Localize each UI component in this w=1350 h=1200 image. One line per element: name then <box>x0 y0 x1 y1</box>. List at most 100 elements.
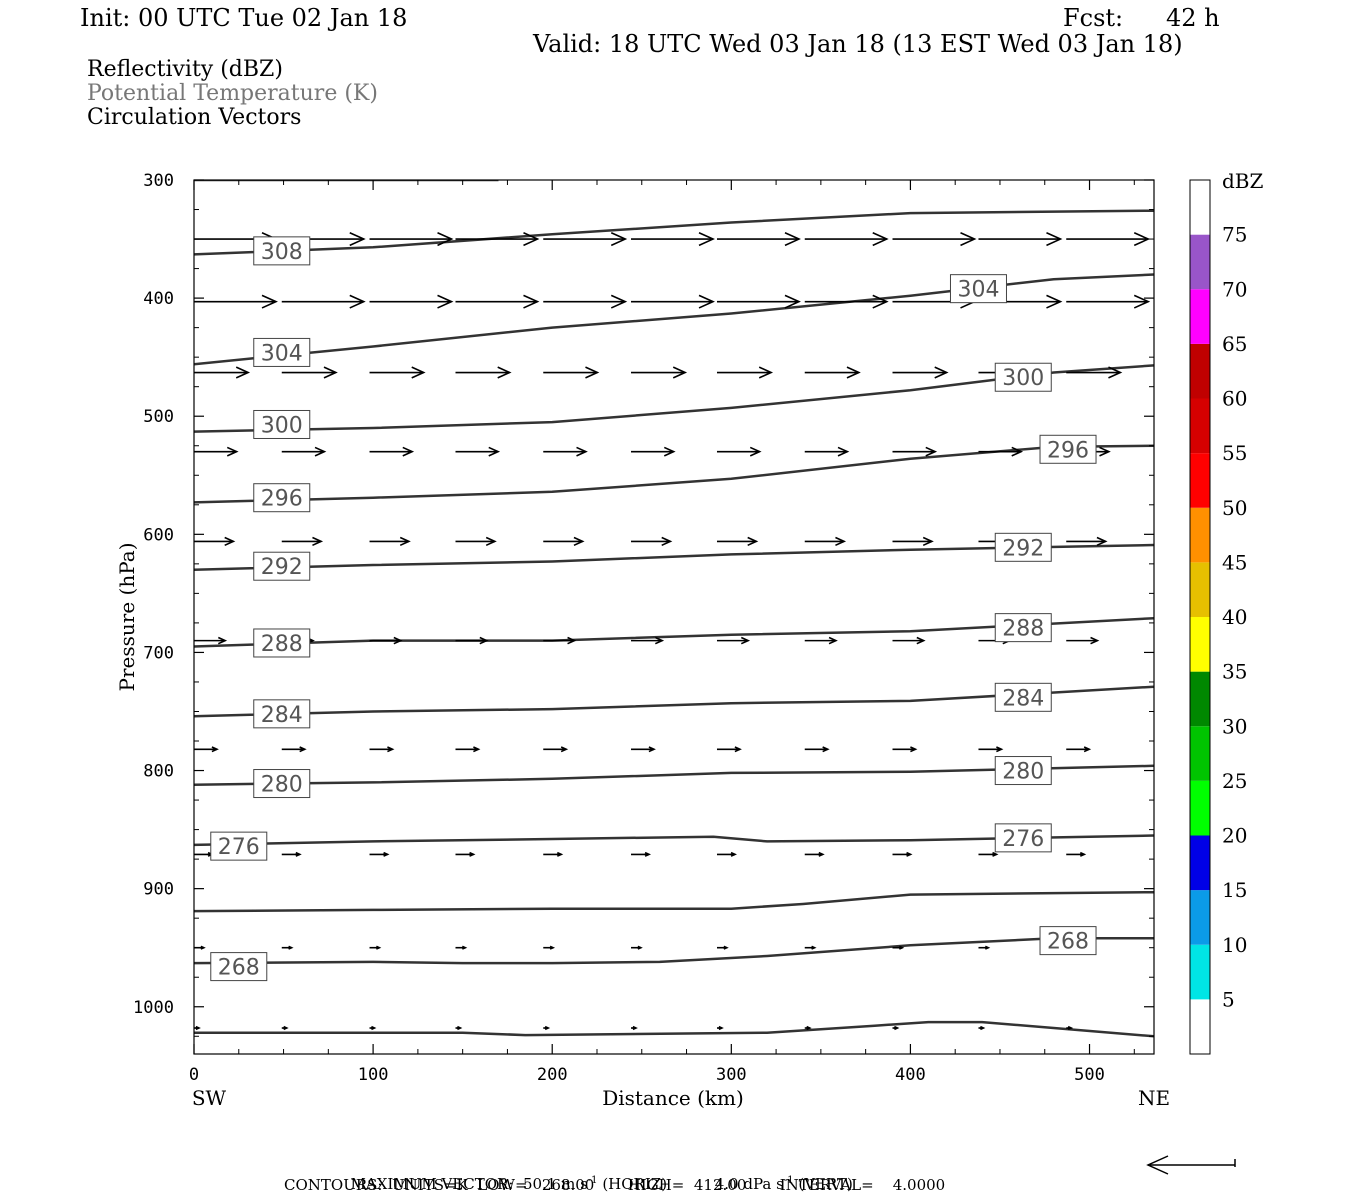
circulation-vector <box>1066 746 1092 753</box>
colorbar-segment <box>1190 999 1210 1054</box>
circulation-vector <box>194 1025 201 1031</box>
colorbar-level-label: 15 <box>1222 878 1247 902</box>
x-tick-label: 200 <box>537 1065 568 1085</box>
circulation-vector <box>804 366 861 379</box>
y-tick-label: 400 <box>143 289 174 309</box>
vector-head <box>654 636 665 645</box>
circulation-vector <box>455 636 489 645</box>
circulation-vector <box>804 851 825 857</box>
vector-head <box>437 294 454 309</box>
contour-label-text: 304 <box>261 341 303 366</box>
circulation-vector <box>281 294 366 309</box>
colorbar-level-label: 30 <box>1222 714 1247 738</box>
vector-head <box>916 636 926 645</box>
circulation-vector <box>369 536 411 547</box>
colorbar-level-label: 35 <box>1222 660 1247 684</box>
max-vector-line: MAXIMUM VECTOR: 50.1 m s-1 (HORIZ) 4.0 d… <box>341 1157 853 1193</box>
vector-head <box>371 1025 377 1031</box>
circulation-vector <box>716 746 742 753</box>
vector-head <box>226 446 239 457</box>
vector-head <box>411 366 426 379</box>
circulation-vector <box>369 1025 377 1031</box>
contour-label-box <box>994 532 1052 562</box>
contour-label: 304 <box>949 274 1007 304</box>
vector-head <box>734 746 742 753</box>
circulation-vector <box>543 294 628 309</box>
vector-head <box>585 366 600 379</box>
valid-time: Valid: 18 UTC Wed 03 Jan 18 (13 EST Wed … <box>533 30 1183 58</box>
contour-line <box>194 273 1154 366</box>
contour-label: 268 <box>1039 926 1097 956</box>
contour-line <box>194 834 1154 847</box>
contour-line <box>194 364 1154 433</box>
circulation-vector <box>804 536 847 547</box>
contour-label-box <box>1039 926 1097 956</box>
circulation-vector <box>716 366 774 379</box>
vector-head <box>462 945 468 950</box>
y-tick-label: 600 <box>143 525 174 545</box>
vector-head <box>576 446 588 457</box>
circulation-vector <box>978 446 1024 457</box>
vector-head <box>523 232 540 247</box>
contour-label-box <box>994 613 1052 643</box>
circulation-vector <box>455 446 501 457</box>
vector-head <box>573 536 585 547</box>
colorbar-segment <box>1190 562 1210 617</box>
colorbar-level-label: 5 <box>1222 987 1235 1011</box>
vector-head <box>723 945 729 950</box>
circulation-vector <box>543 746 569 753</box>
circulation-vector <box>281 945 294 950</box>
contour-label: 292 <box>253 551 311 581</box>
colorbar-level-label: 65 <box>1222 332 1247 356</box>
contour-label-box <box>253 236 311 266</box>
colorbar-segment <box>1190 507 1210 563</box>
x-tick-label: 400 <box>895 1065 926 1085</box>
contour-label: 308 <box>253 236 311 266</box>
circulation-vector <box>716 446 762 457</box>
vector-head <box>497 366 512 379</box>
vector-head <box>469 851 476 857</box>
vector-head <box>644 851 652 857</box>
x-axis-start-label: SW <box>192 1086 227 1110</box>
y-tick-label: 500 <box>143 407 174 427</box>
vector-head <box>235 366 251 379</box>
x-tick-label: 100 <box>358 1065 389 1085</box>
circulation-vector <box>1066 851 1087 857</box>
contour-label-text: 296 <box>1047 438 1089 463</box>
contour-label-text: 292 <box>261 555 303 580</box>
vector-head <box>1067 1025 1074 1031</box>
colorbar-segment <box>1190 835 1210 891</box>
circulation-vector <box>892 446 938 457</box>
contour-label-box <box>994 362 1052 392</box>
vector-head <box>323 366 338 379</box>
vector-head <box>261 294 278 309</box>
vector-head <box>910 746 918 753</box>
circulation-vector <box>455 294 540 309</box>
vector-head <box>663 446 676 457</box>
colorbar-segment <box>1190 234 1210 290</box>
vector-head <box>610 294 628 309</box>
vector-head <box>806 1025 812 1031</box>
circulation-vector <box>804 636 838 645</box>
contour-label: 292 <box>994 532 1052 562</box>
vector-head <box>934 366 949 379</box>
circulation-vector <box>631 232 715 247</box>
contour-label: 296 <box>1039 434 1097 464</box>
contour-label-box <box>253 551 311 581</box>
circulation-vector <box>194 746 219 753</box>
colorbar-segment <box>1190 617 1210 672</box>
circulation-vector <box>631 446 676 457</box>
circulation-vector <box>281 446 327 457</box>
vertical-tag: (VERT) <box>798 1175 853 1193</box>
vector-head <box>312 536 324 547</box>
contour-line <box>194 616 1154 648</box>
circulation-vector <box>369 636 403 645</box>
contour-labels: 308 304 304 300 300 296 296 292 292 288 288 284 284 2… <box>210 236 1097 982</box>
circulation-vector <box>1066 294 1151 309</box>
circulation-vector <box>716 1025 724 1031</box>
x-tick-label: 0 <box>189 1065 199 1085</box>
circulation-vector <box>1066 366 1123 379</box>
vector-head <box>1099 446 1111 457</box>
circulation-vector <box>194 446 239 457</box>
vector-head <box>295 851 302 857</box>
